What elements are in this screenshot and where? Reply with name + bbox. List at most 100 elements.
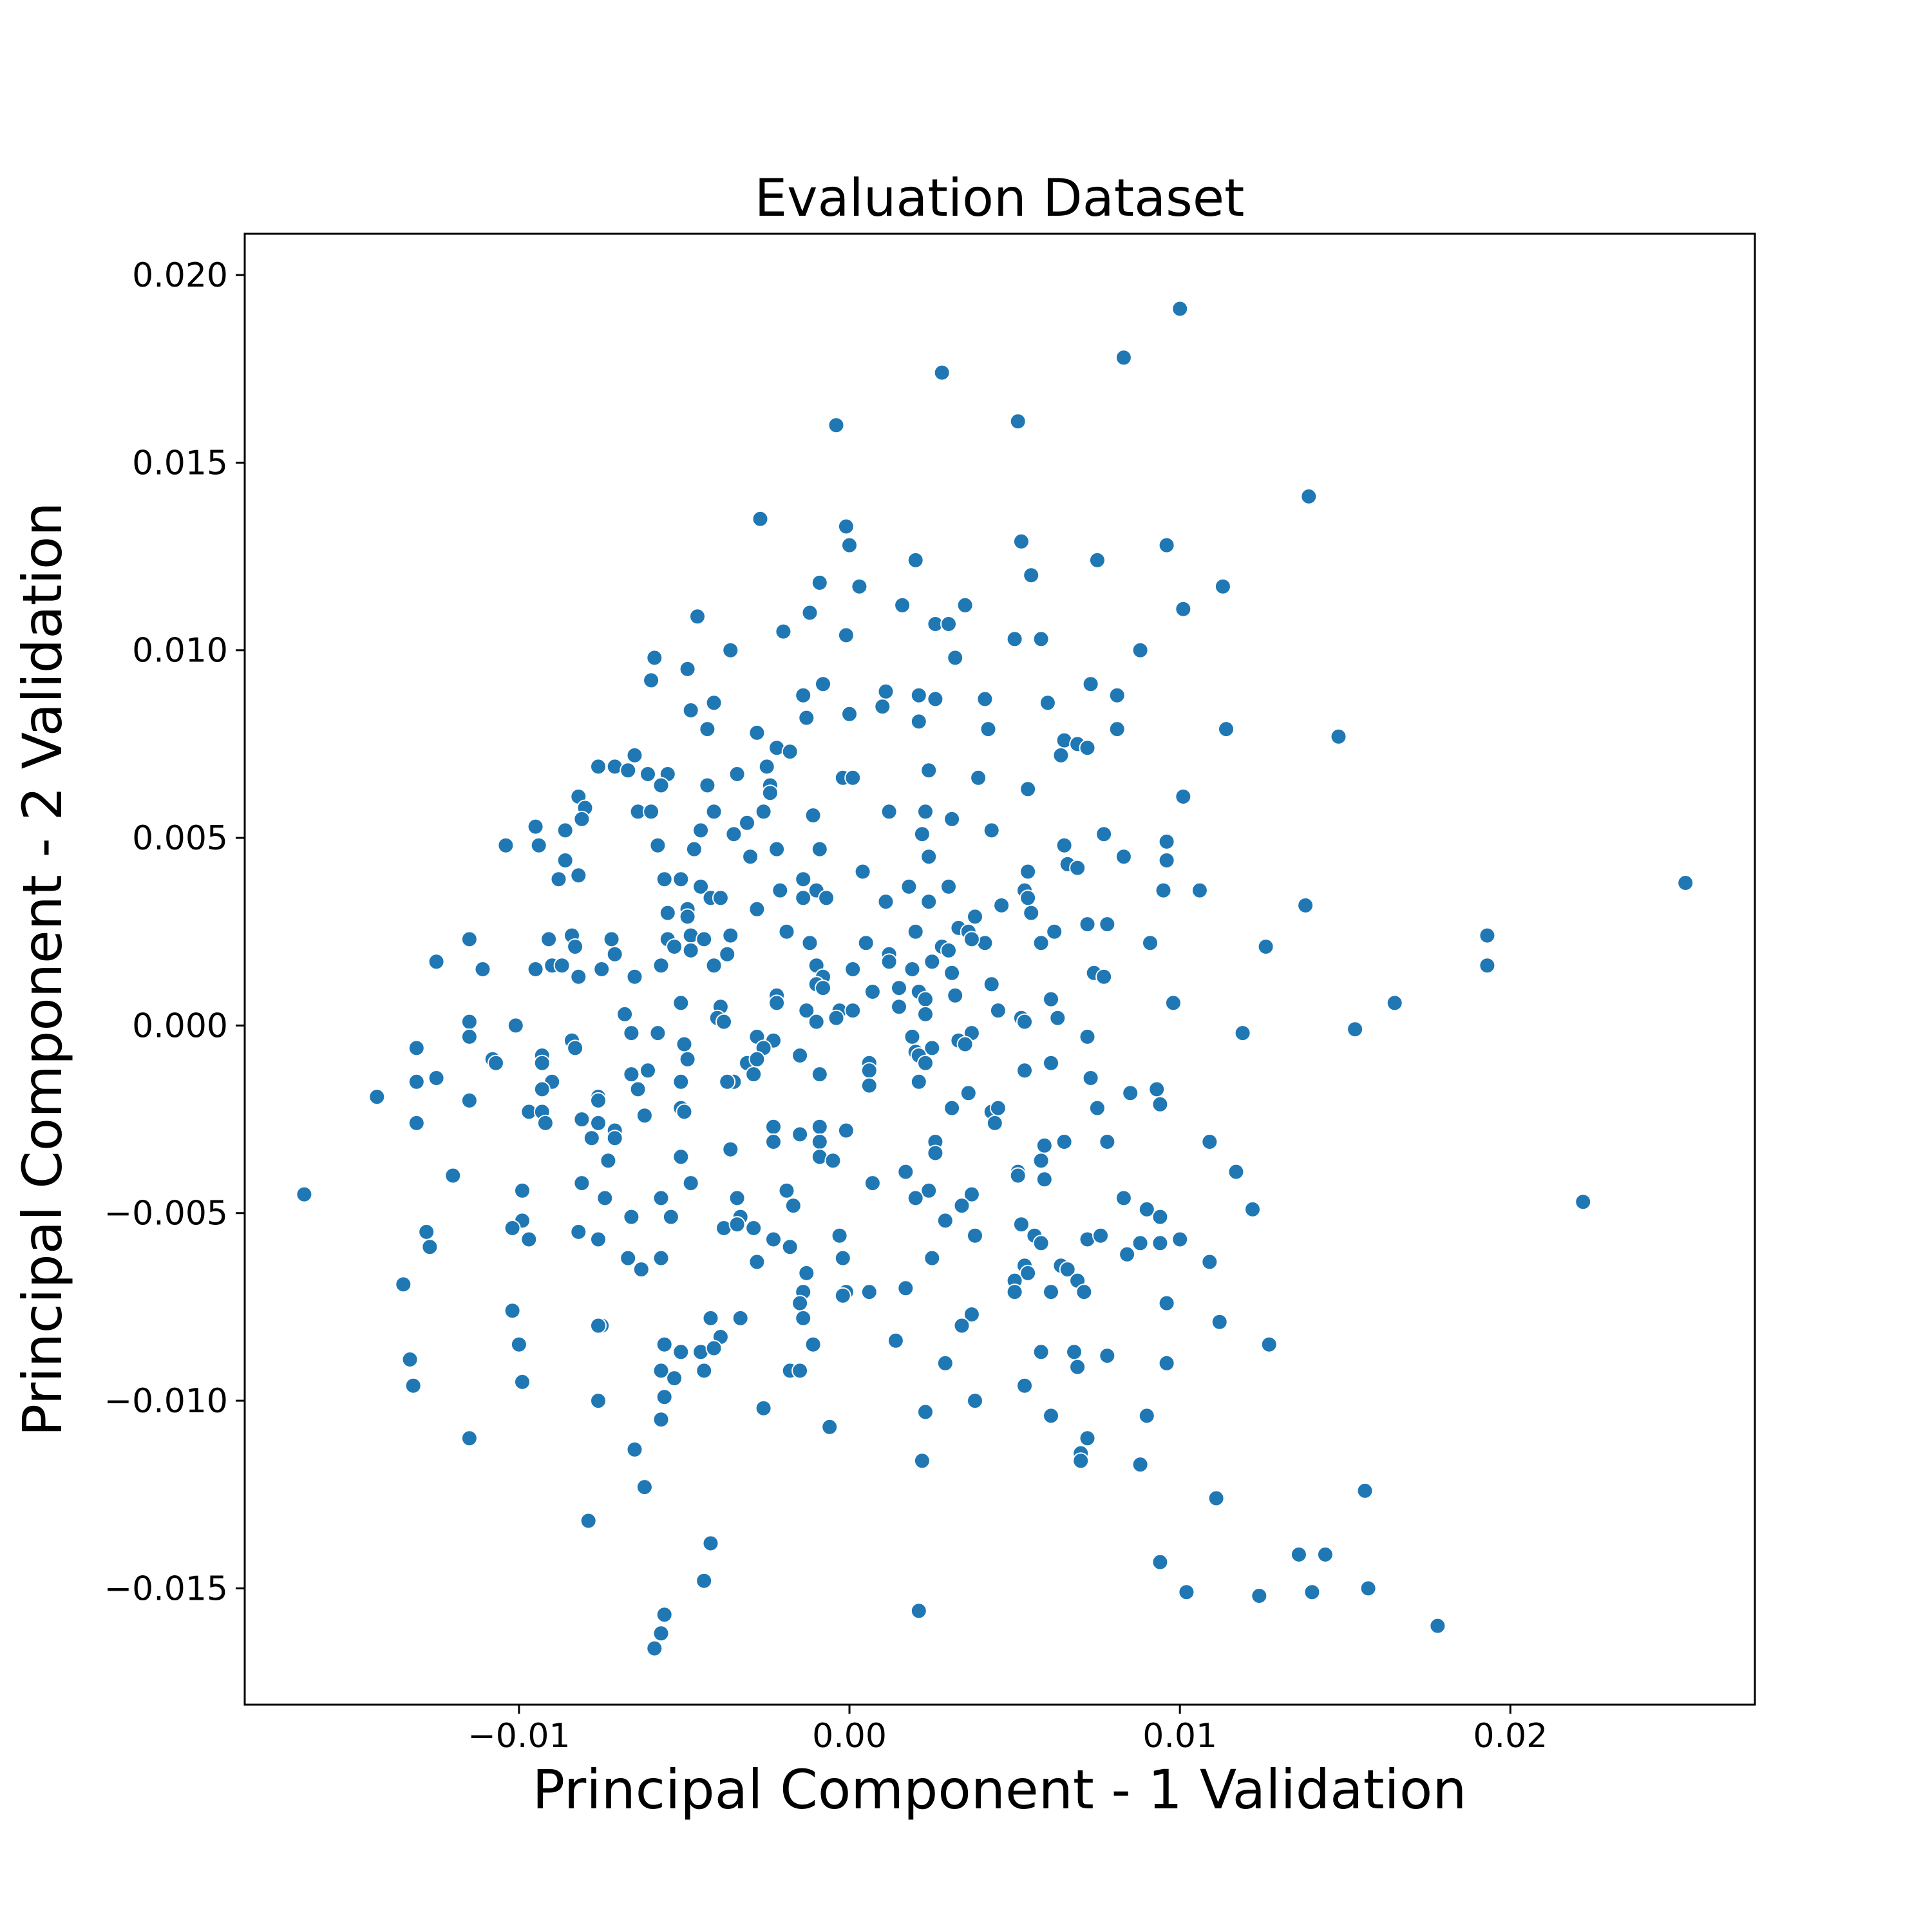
scatter-point [676,1036,693,1053]
scatter-point [798,1264,815,1282]
scatter-point [1119,1245,1136,1263]
scatter-point [679,908,696,925]
scatter-point [963,1306,980,1323]
scatter-point [656,1336,673,1353]
scatter-point [1016,1377,1033,1394]
scatter-point [880,803,898,820]
scatter-point [1297,896,1314,914]
scatter-point [567,1039,584,1057]
scatter-point [887,1332,904,1349]
scatter-point [1257,938,1274,955]
scatter-point [504,1302,521,1320]
scatter-point [765,1118,782,1135]
scatter-point [1138,1200,1155,1218]
scatter-point [510,1336,527,1353]
scatter-point [1158,852,1175,869]
scatter-point [460,1028,478,1045]
scatter-point [728,1189,746,1207]
scatter-point [993,896,1010,914]
scatter-point [1211,1313,1228,1331]
scatter-point [474,961,491,978]
scatter-point [507,1017,524,1034]
scatter-point [1158,1354,1175,1372]
scatter-point [656,871,673,888]
scatter-point [1066,1343,1083,1361]
scatter-point [989,1099,1007,1117]
scatter-point [1069,859,1086,876]
scatter-point [639,1062,656,1079]
scatter-point [781,743,799,761]
scatter-point [1227,1163,1245,1180]
scatter-point [556,822,574,839]
scatter-point [536,1114,554,1132]
scatter-point [692,878,710,895]
scatter-point [1099,1133,1116,1150]
scatter-point [606,945,623,963]
scatter-point [851,578,868,595]
scatter-point [590,1231,607,1248]
scatter-point [1069,1358,1086,1376]
scatter-point [580,1512,597,1530]
scatter-point [1158,536,1175,554]
scatter-point [666,938,683,955]
scatter-point [1201,1133,1218,1150]
scatter-point [1039,694,1056,712]
scatter-point [923,1039,941,1057]
scatter-point [907,551,924,569]
scatter-point [1234,1025,1251,1042]
scatter-point [696,931,713,948]
scatter-point [1079,739,1096,757]
scatter-point [1359,1580,1377,1597]
scatter-point [1132,1235,1149,1252]
scatter-point [897,1163,914,1180]
scatter-point [864,1175,881,1192]
scatter-point [593,961,611,978]
scatter-point [1132,641,1149,659]
scatter-point [967,1227,983,1244]
scatter-point [745,1220,762,1236]
scatter-point [818,889,835,907]
scatter-point [1009,413,1027,430]
scatter-point [864,983,881,1000]
scatter-point [940,942,957,959]
scatter-point [1043,1054,1059,1072]
scatter-point [725,826,743,843]
scatter-point [1316,1546,1334,1563]
scatter-point [1006,630,1023,648]
scatter-point [811,840,828,858]
scatter-point [920,1182,938,1199]
scatter-point [1019,1264,1037,1282]
scatter-point [368,1088,386,1106]
y-axis-label: Principal Component - 2 Validation [11,502,74,1437]
scatter-point [844,769,862,786]
scatter-point [742,848,759,866]
scatter-point [989,1002,1007,1019]
scatter-point [719,1073,736,1090]
scatter-point [748,724,766,741]
scatter-point [639,766,656,782]
scatter-point [649,837,667,854]
scatter-point [980,721,997,738]
x-axis-label: Principal Component - 1 Validation [533,1758,1467,1821]
scatter-point [1082,1070,1099,1086]
scatter-point [570,1223,587,1240]
scatter-point [768,840,786,858]
scatter-point [795,871,812,888]
scatter-point [488,1054,504,1072]
scatter-point [616,1005,634,1023]
scatter-point [685,840,703,858]
scatter-point [811,1066,828,1083]
scatter-point [983,822,1000,839]
scatter-point [590,1317,607,1334]
x-axis-ticks: −0.01 0.00 0.01 0.02 [468,1705,1548,1756]
scatter-point [570,867,587,884]
scatter-point [755,1399,772,1417]
scatter-point [606,1130,623,1147]
scatter-point [672,1148,690,1166]
y-tick-label: 0.010 [132,632,228,670]
scatter-point [1158,833,1175,850]
scatter-point [1251,1587,1268,1604]
scatter-point [1115,848,1132,866]
y-axis-ticks: −0.015 −0.010 −0.005 0.000 0.005 0.010 0.015 0.… [104,256,245,1608]
scatter-point [824,1152,842,1170]
